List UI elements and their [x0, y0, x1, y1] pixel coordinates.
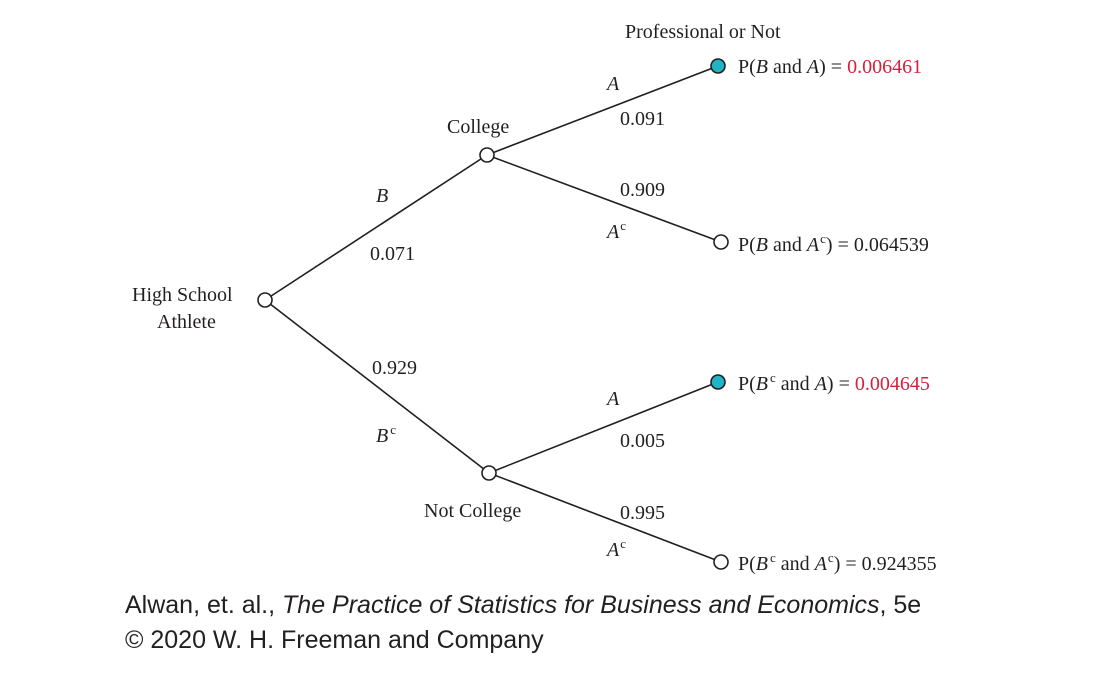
college-notpro-event: Ac: [605, 218, 626, 243]
source-credit: Alwan, et. al., The Practice of Statisti…: [125, 588, 921, 658]
notcollege-notpro-probability: 0.995: [620, 502, 665, 524]
edge-notcollege-pro: [488, 381, 719, 474]
credit-book-title: The Practice of Statistics for Business …: [282, 591, 880, 619]
edge-college-pro: [486, 65, 719, 156]
result-b-and-ac: P(B and Ac) = 0.064539: [738, 231, 929, 256]
outcome-node-bc-and-a: [710, 374, 726, 390]
college-node: [479, 147, 495, 163]
result-bc-and-a-value: 0.004645: [855, 373, 930, 395]
college-pro-event: A: [605, 73, 620, 95]
root-node: [257, 292, 273, 308]
credit-edition: , 5e: [879, 591, 922, 619]
result-b-and-ac-value: 0.064539: [854, 234, 929, 256]
result-bc-and-ac-value: 0.924355: [862, 553, 937, 575]
notcollege-label: Not College: [424, 500, 521, 522]
notcollege-pro-event: A: [605, 388, 620, 410]
college-probability: 0.071: [370, 243, 415, 265]
credit-line-2: © 2020 W. H. Freeman and Company: [125, 626, 544, 654]
edge-notcollege-notpro: [488, 472, 722, 563]
credit-authors: Alwan, et. al.,: [125, 591, 283, 619]
outcome-node-bc-and-ac: [713, 554, 729, 570]
credit-line-1: Alwan, et. al., The Practice of Statisti…: [125, 588, 921, 623]
edge-athlete-notcollege: [264, 299, 490, 474]
root-label-line1: High School: [132, 284, 233, 306]
result-bc-and-a: P(B c and A) = 0.004645: [738, 370, 930, 395]
notcollege-notpro-event: Ac: [605, 536, 626, 561]
college-notpro-probability: 0.909: [620, 179, 665, 201]
college-pro-probability: 0.091: [620, 108, 665, 130]
college-event-label: B: [376, 185, 388, 207]
column-header: Professional or Not: [625, 21, 781, 43]
root-label-line2: Athlete: [157, 311, 216, 333]
notcollege-node: [481, 465, 497, 481]
notcollege-probability: 0.929: [372, 357, 417, 379]
notcollege-pro-probability: 0.005: [620, 430, 665, 452]
edge-athlete-college: [264, 154, 488, 301]
result-b-and-a: P(B and A) = 0.006461: [738, 56, 922, 78]
probability-tree-diagram: Professional or Not High School Athlete …: [132, 21, 937, 575]
outcome-node-b-and-a: [710, 58, 726, 74]
edge-college-notpro: [486, 154, 722, 243]
college-label: College: [447, 116, 509, 138]
outcome-node-b-and-ac: [713, 234, 729, 250]
result-b-and-a-value: 0.006461: [847, 56, 922, 78]
result-bc-and-ac: P(B c and Ac) = 0.924355: [738, 550, 937, 575]
